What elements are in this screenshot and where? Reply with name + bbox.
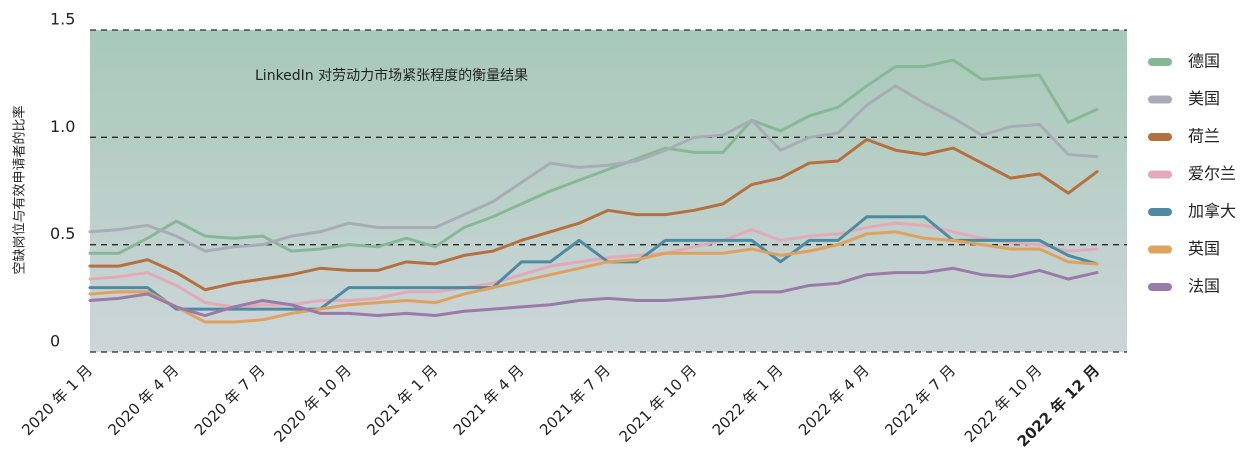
legend-label: 美国: [1188, 89, 1220, 108]
line-series: [88, 84, 1099, 253]
line-series: [88, 266, 1099, 318]
legend-label: 荷兰: [1188, 127, 1220, 146]
line-series: [88, 230, 1099, 324]
x-tick-label: 2021 年 10 月: [616, 361, 701, 446]
x-tick-label: 2020 年 7 月: [191, 361, 269, 439]
legend-label: 英国: [1188, 239, 1220, 258]
x-tick-label: 2022 年 1 月: [709, 361, 787, 439]
y-tick-label: 0.5: [50, 224, 75, 243]
legend-label: 法国: [1188, 277, 1220, 296]
annotation: LinkedIn 对劳动力市场紧张程度的衡量结果: [255, 67, 528, 84]
legend-label: 爱尔兰: [1188, 164, 1236, 183]
x-tick-label: 2022 年 7 月: [881, 361, 959, 439]
line-series: [88, 221, 1099, 309]
line-series: [88, 58, 1099, 255]
x-tick-label: 2022 年 4 月: [795, 361, 873, 439]
line-series: [88, 215, 1099, 311]
y-tick-label: 1.0: [50, 117, 75, 136]
y-tick-label: 0: [50, 332, 60, 351]
y-axis-label: 空缺岗位与有效申请者的比率: [12, 105, 28, 274]
x-tick-label: 2021 年 7 月: [536, 361, 614, 439]
x-tick-label: 2020 年 4 月: [105, 361, 183, 439]
x-tick-label: 2021 年 4 月: [450, 361, 528, 439]
y-tick-label: 1.5: [50, 10, 75, 29]
legend-label: 加拿大: [1188, 202, 1236, 221]
x-tick-label: 2021 年 1 月: [363, 361, 441, 439]
x-tick-label: 2020 年 1 月: [18, 361, 96, 439]
line-series: [88, 137, 1099, 292]
legend-label: 德国: [1188, 52, 1220, 71]
x-tick-label: 2020 年 10 月: [270, 361, 355, 446]
